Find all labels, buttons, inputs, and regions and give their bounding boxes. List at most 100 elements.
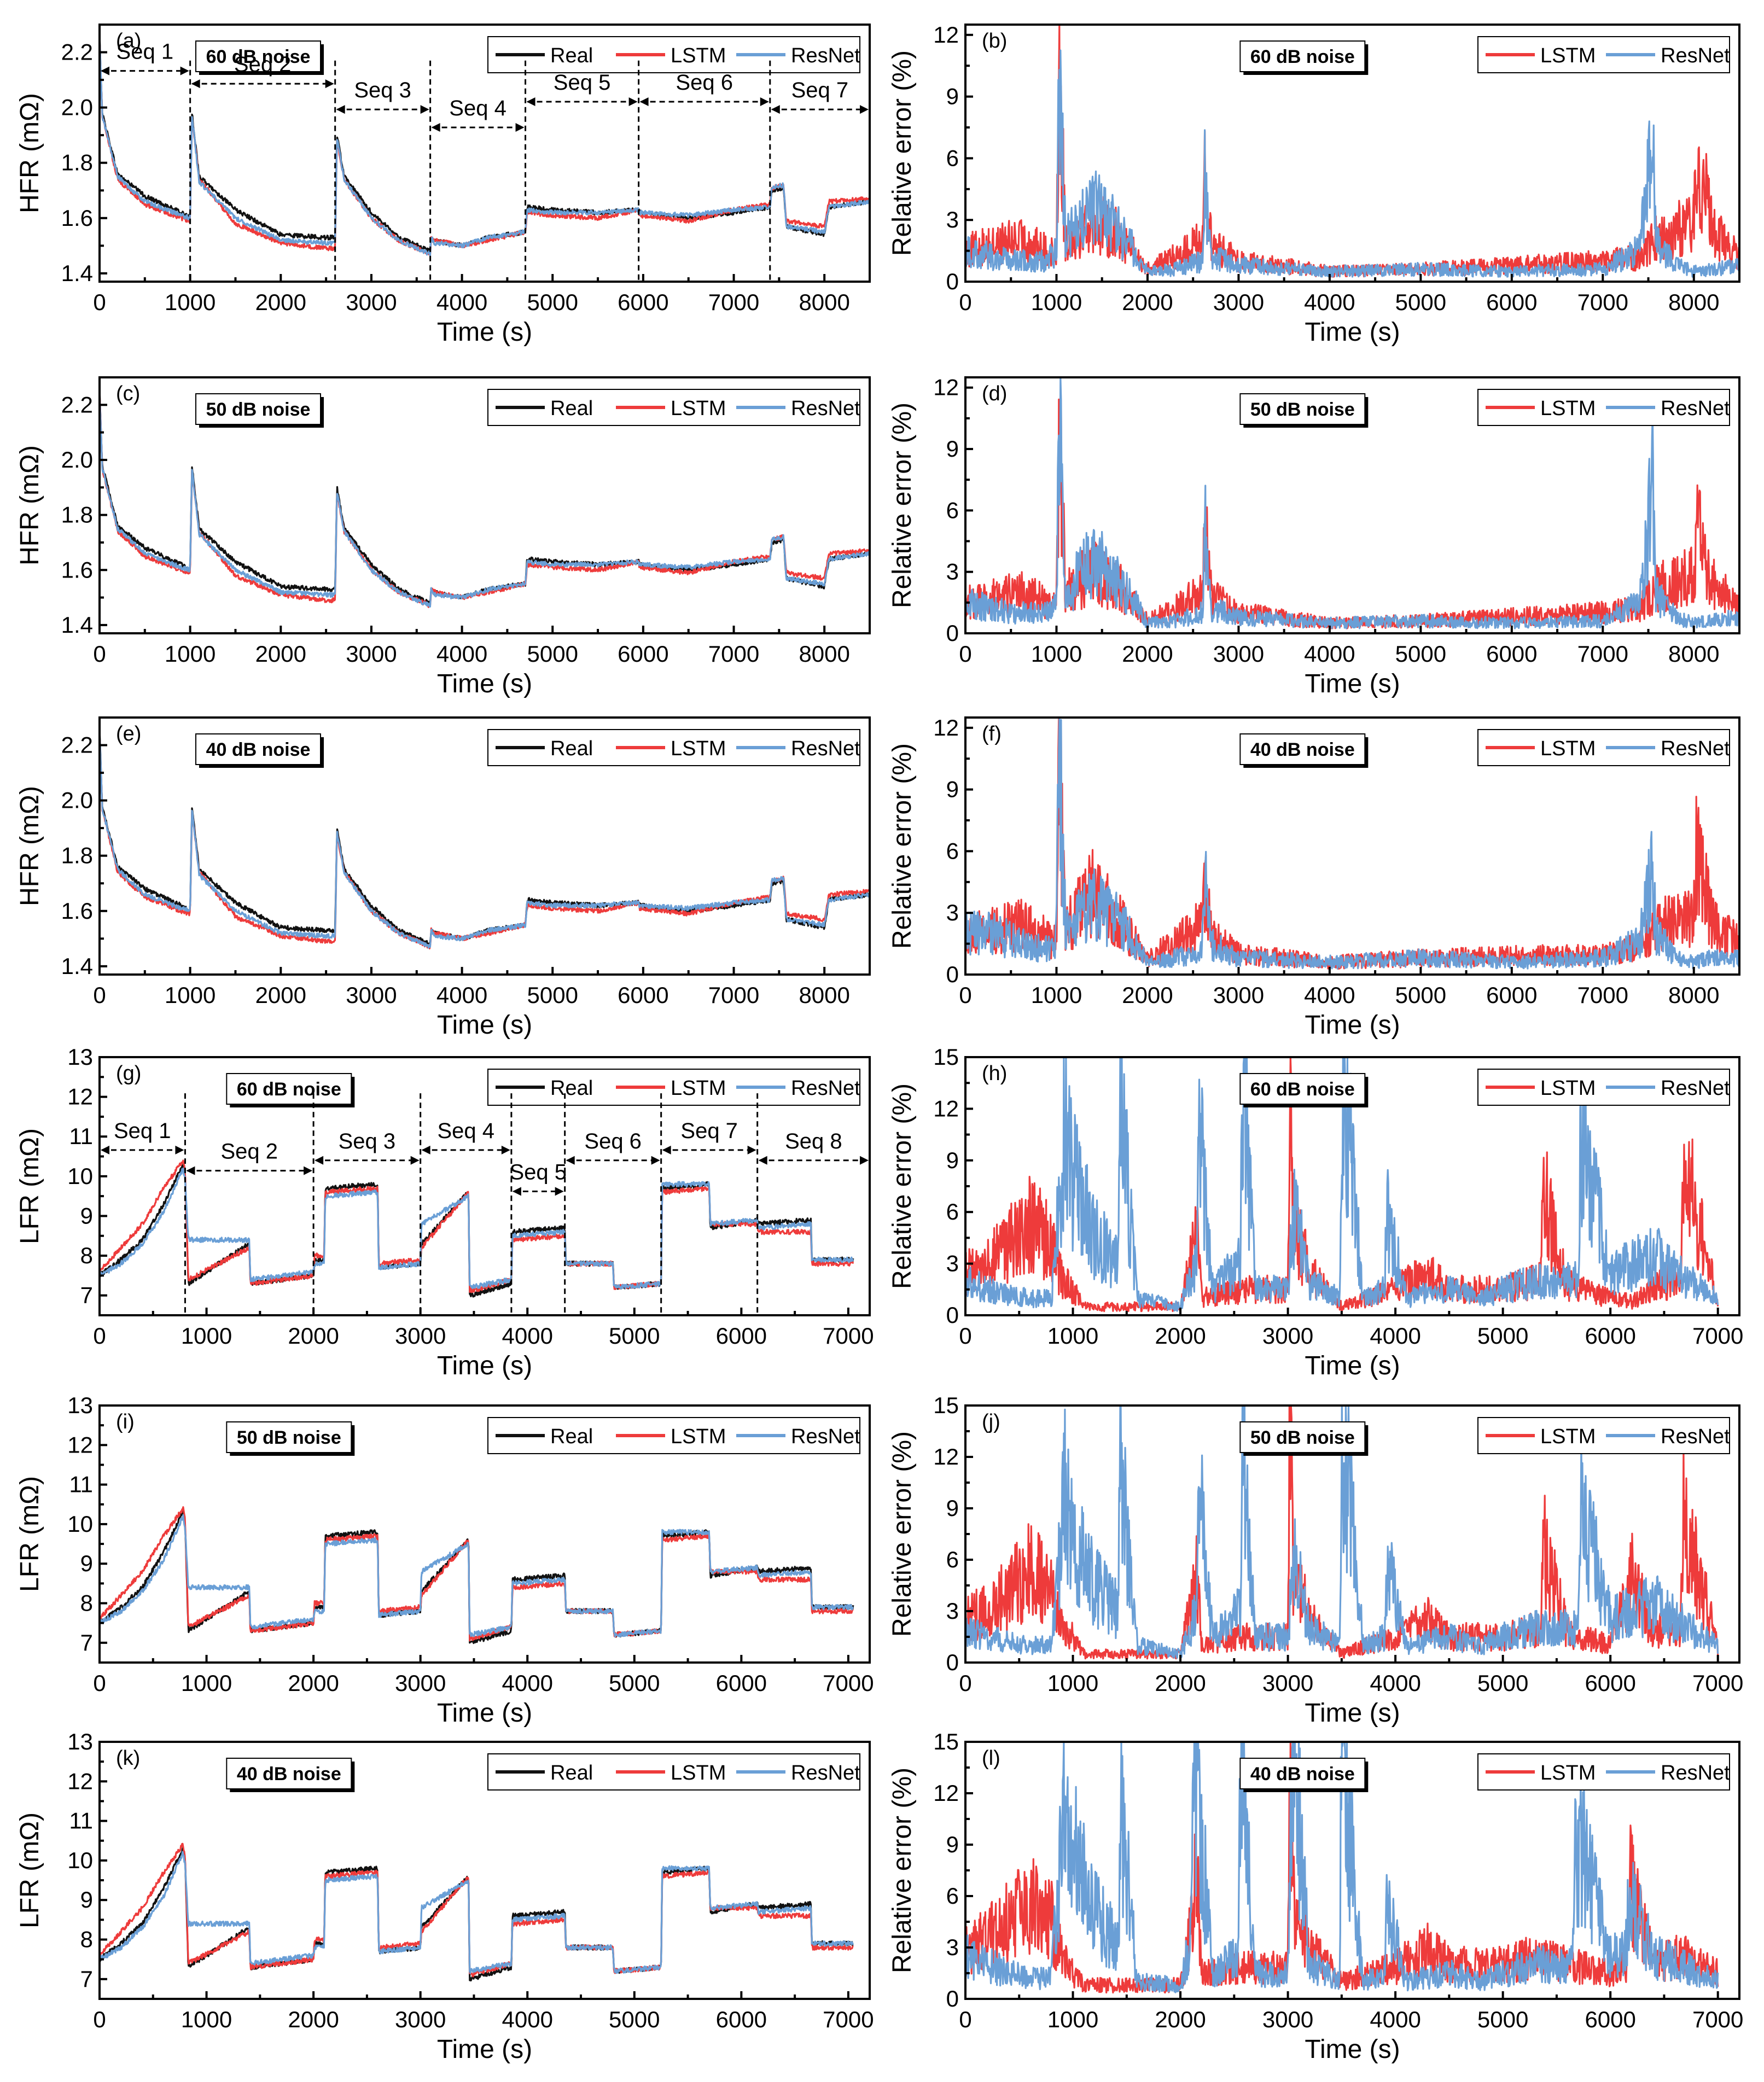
x-tick-label: 3000 <box>346 641 397 667</box>
x-tick-label: 3000 <box>346 982 397 1008</box>
legend-label-real: Real <box>550 1077 593 1100</box>
series-real <box>100 1847 854 1982</box>
x-tick-label: 2000 <box>288 1323 339 1349</box>
panel-label: (b) <box>982 30 1007 53</box>
x-tick-label: 7000 <box>823 1323 874 1349</box>
y-tick-label: 1.6 <box>61 557 93 582</box>
plot-frame <box>98 1056 871 1316</box>
x-tick-label: 4000 <box>1370 1670 1420 1696</box>
x-tick-label: 6000 <box>618 641 668 667</box>
x-tick-label: 3000 <box>1213 289 1264 315</box>
y-tick-label: 9 <box>946 84 959 109</box>
x-tick-label: 2000 <box>255 982 306 1008</box>
plot-frame <box>964 24 1740 283</box>
y-tick-label: 8 <box>80 1927 93 1952</box>
x-axis-title: Time (s) <box>437 669 532 698</box>
y-tick-label: 0 <box>946 1649 959 1675</box>
x-tick-label: 4000 <box>1304 641 1355 667</box>
x-tick-label: 7000 <box>1692 1323 1743 1349</box>
legend-label-lstm: LSTM <box>671 1762 726 1784</box>
noise-label: 40 dB noise <box>206 739 311 760</box>
y-tick-label: 9 <box>80 1203 93 1228</box>
x-tick-label: 7000 <box>1577 641 1628 667</box>
x-tick-label: 7000 <box>708 641 759 667</box>
legend-label-resnet: ResNet <box>791 44 860 67</box>
x-axis-title: Time (s) <box>437 318 532 347</box>
legend-label-lstm: LSTM <box>671 1425 726 1448</box>
y-axis-title: Relative error (%) <box>888 743 917 949</box>
y-axis-title: HFR (mΩ) <box>15 93 44 213</box>
y-tick-label: 11 <box>69 1808 93 1834</box>
x-tick-label: 5000 <box>527 641 578 667</box>
sequence-arrowhead <box>651 1156 660 1165</box>
plot-frame <box>98 1404 871 1664</box>
series-resnet <box>100 1514 854 1638</box>
panel-label: (j) <box>982 1410 1000 1433</box>
series-group <box>100 1159 854 1298</box>
legend-label-lstm: LSTM <box>1540 1762 1596 1784</box>
y-tick-label: 1.4 <box>61 260 93 286</box>
x-tick-label: 8000 <box>799 982 849 1008</box>
plot-frame <box>98 376 871 634</box>
x-tick-label: 5000 <box>609 1323 660 1349</box>
sequence-arrowhead <box>512 1187 521 1196</box>
noise-label: 60 dB noise <box>206 46 311 67</box>
sequence-arrowhead <box>180 66 189 75</box>
panel-label: (k) <box>116 1747 140 1770</box>
x-axis-title: Time (s) <box>437 1351 532 1380</box>
x-tick-label: 2000 <box>1155 1670 1206 1696</box>
x-tick-label: 6000 <box>618 289 668 315</box>
chart-panel-g: 0 1000 2000 3000 4000 5000 6000 7000 7 8 9 10 11 12 13… <box>15 1044 874 1380</box>
series-lstm <box>965 1057 1719 1313</box>
y-tick-label: 15 <box>933 1044 959 1070</box>
x-tick-label: 1000 <box>1031 641 1082 667</box>
x-tick-label: 1000 <box>1047 2007 1098 2032</box>
x-tick-label: 2000 <box>1122 641 1173 667</box>
y-tick-label: 9 <box>80 1550 93 1576</box>
x-tick-label: 2000 <box>1155 1323 1206 1349</box>
sequence-arrowhead <box>410 1156 420 1165</box>
y-tick-label: 6 <box>946 1883 959 1909</box>
y-axis-title: LFR (mΩ) <box>15 1476 44 1592</box>
y-tick-label: 1.4 <box>61 953 93 979</box>
y-tick-label: 11 <box>69 1123 93 1149</box>
y-tick-label: 12 <box>933 375 959 400</box>
x-tick-label: 3000 <box>395 2007 446 2032</box>
x-tick-label: 0 <box>959 1323 971 1349</box>
legend-label-lstm: LSTM <box>671 44 726 67</box>
x-tick-label: 0 <box>959 982 971 1008</box>
x-tick-label: 2000 <box>288 1670 339 1696</box>
sequence-label: Seq 3 <box>339 1129 396 1153</box>
series-group <box>965 377 1739 629</box>
panel-label: (d) <box>982 382 1007 405</box>
series-resnet <box>100 1851 854 1974</box>
x-tick-label: 6000 <box>1486 982 1537 1008</box>
sequence-label: Seq 7 <box>680 1119 738 1143</box>
legend-label-resnet: ResNet <box>1661 1077 1730 1100</box>
sequence-label: Seq 2 <box>234 53 292 77</box>
sequence-arrowhead <box>555 1187 564 1196</box>
series-group <box>965 25 1739 278</box>
noise-label: 50 dB noise <box>1250 1427 1355 1448</box>
legend-label-lstm: LSTM <box>671 1077 726 1100</box>
x-axis-title: Time (s) <box>1305 1699 1400 1728</box>
legend-box <box>487 1417 860 1454</box>
sequence-arrowhead <box>101 1145 109 1154</box>
y-tick-label: 6 <box>946 497 959 523</box>
x-tick-label: 1000 <box>1031 982 1082 1008</box>
sequence-arrowhead <box>662 1145 671 1154</box>
plot-frame <box>964 376 1740 634</box>
series-lstm <box>100 1506 854 1642</box>
y-tick-label: 13 <box>67 1392 93 1418</box>
x-tick-label: 0 <box>93 1323 106 1349</box>
noise-label-box <box>1239 733 1366 765</box>
noise-label-box <box>195 733 321 765</box>
y-axis-title: LFR (mΩ) <box>15 1128 44 1244</box>
x-tick-label: 0 <box>959 289 971 315</box>
x-tick-label: 6000 <box>1585 1670 1635 1696</box>
series-group <box>100 730 870 949</box>
sequence-arrowhead <box>304 1166 313 1175</box>
chart-panel-h: 0 1000 2000 3000 4000 5000 6000 7000 0 3 6 9 12 15 Tim… <box>888 1044 1743 1380</box>
sequence-label: Seq 5 <box>554 71 611 95</box>
sequence-arrowhead <box>747 1145 756 1154</box>
